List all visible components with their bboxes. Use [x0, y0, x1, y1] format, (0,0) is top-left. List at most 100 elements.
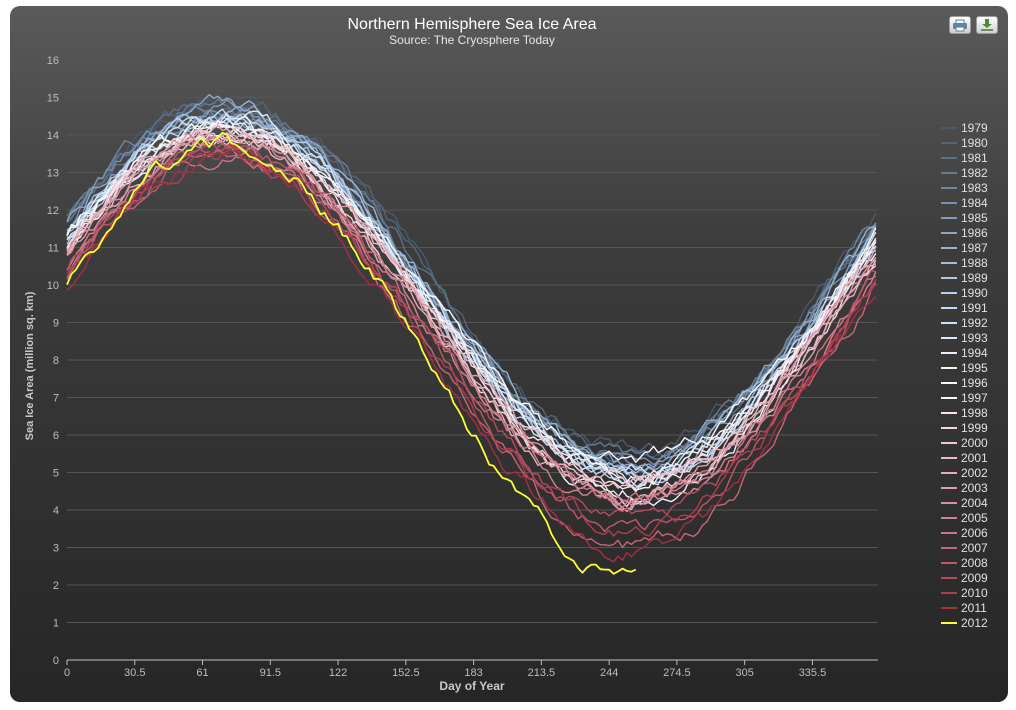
legend-label: 1986	[961, 226, 988, 240]
legend-label: 1993	[961, 331, 988, 345]
legend-item-1984[interactable]: 1984	[941, 196, 988, 210]
y-tick-label: 16	[47, 55, 59, 67]
legend-item-1993[interactable]: 1993	[941, 331, 988, 345]
legend-item-1983[interactable]: 1983	[941, 181, 988, 195]
legend-label: 1995	[961, 361, 988, 375]
legend-item-2010[interactable]: 2010	[941, 586, 988, 600]
legend-item-2009[interactable]: 2009	[941, 571, 988, 585]
series-line-1990	[66, 117, 877, 490]
y-tick-label: 9	[53, 318, 59, 330]
legend-label: 2006	[961, 526, 988, 540]
y-tick-label: 0	[53, 655, 59, 667]
x-tick-label: 274.5	[663, 667, 691, 679]
legend-item-1989[interactable]: 1989	[941, 271, 988, 285]
chart-subtitle: Source: The Cryosphere Today	[389, 33, 555, 47]
chart-title: Northern Hemisphere Sea Ice Area	[347, 16, 596, 33]
legend-item-1985[interactable]: 1985	[941, 211, 988, 225]
x-tick-label: 122	[329, 667, 347, 679]
y-tick-label: 2	[53, 580, 59, 592]
series-line-2012	[66, 131, 637, 575]
x-tick-label: 244	[600, 667, 618, 679]
x-tick-label: 91.5	[260, 667, 281, 679]
legend-label: 1979	[961, 121, 988, 135]
legend-item-1991[interactable]: 1991	[941, 301, 988, 315]
legend-item-1997[interactable]: 1997	[941, 391, 988, 405]
legend-item-2008[interactable]: 2008	[941, 556, 988, 570]
legend-label: 1982	[961, 166, 988, 180]
y-tick-label: 5	[53, 468, 59, 480]
legend-label: 2005	[961, 511, 988, 525]
legend-label: 2008	[961, 556, 988, 570]
legend-item-2003[interactable]: 2003	[941, 481, 988, 495]
legend-item-2006[interactable]: 2006	[941, 526, 988, 540]
legend-item-1998[interactable]: 1998	[941, 406, 988, 420]
legend-label: 1988	[961, 256, 988, 270]
series-line-2009	[66, 143, 877, 517]
legend-item-1995[interactable]: 1995	[941, 361, 988, 375]
legend-label: 2001	[961, 451, 988, 465]
legend-item-2011[interactable]: 2011	[941, 601, 987, 615]
x-tick-label: 152.5	[392, 667, 420, 679]
legend-item-1986[interactable]: 1986	[941, 226, 988, 240]
legend-label: 1989	[961, 271, 988, 285]
legend-label: 2007	[961, 541, 988, 555]
print-button[interactable]	[949, 16, 971, 34]
x-tick-label: 61	[196, 667, 208, 679]
series-line-1994	[66, 118, 877, 485]
legend-item-1996[interactable]: 1996	[941, 376, 988, 390]
series-line-1998	[66, 123, 877, 493]
legend-item-1994[interactable]: 1994	[941, 346, 988, 360]
chart-panel: 0 1 2 3 4 5 6 7 8 9 10 11 12 13 14 15 16 0 30.5 61 91.5 122 15…	[10, 6, 1008, 702]
legend-item-2001[interactable]: 2001	[941, 451, 988, 465]
export-button[interactable]	[976, 16, 998, 34]
series-line-2007	[66, 149, 877, 549]
legend-item-1979[interactable]: 1979	[941, 121, 988, 135]
x-tick-label: 30.5	[124, 667, 145, 679]
series-line-1988	[66, 113, 877, 475]
legend-item-2000[interactable]: 2000	[941, 436, 988, 450]
y-tick-label: 4	[53, 505, 59, 517]
x-axis-label: Day of Year	[439, 679, 504, 693]
legend-item-1982[interactable]: 1982	[941, 166, 988, 180]
legend-label: 1996	[961, 376, 988, 390]
series-line-2006	[66, 156, 877, 502]
legend-label: 1999	[961, 421, 988, 435]
x-tick-label: 0	[64, 667, 70, 679]
y-tick-label: 15	[47, 93, 59, 105]
legend-item-2004[interactable]: 2004	[941, 496, 988, 510]
legend-item-1992[interactable]: 1992	[941, 316, 988, 330]
y-tick-label: 3	[53, 543, 59, 555]
legend-item-1981[interactable]: 1981	[941, 151, 988, 165]
legend-item-2002[interactable]: 2002	[941, 466, 988, 480]
legend-label: 1981	[961, 151, 988, 165]
y-tick-label: 13	[47, 168, 59, 180]
series-line-1993	[66, 110, 877, 488]
legend-item-2005[interactable]: 2005	[941, 511, 988, 525]
legend[interactable]: 1979198019811982198319841985198619871988…	[941, 121, 988, 630]
legend-label: 1985	[961, 211, 988, 225]
legend-item-1987[interactable]: 1987	[941, 241, 988, 255]
legend-label: 2010	[961, 586, 988, 600]
x-tick-label: 335.5	[799, 667, 827, 679]
series-line-1985	[66, 99, 877, 485]
legend-label: 1997	[961, 391, 988, 405]
legend-label: 1994	[961, 346, 988, 360]
legend-item-2007[interactable]: 2007	[941, 541, 988, 555]
legend-item-2012[interactable]: 2012	[941, 616, 988, 630]
legend-label: 2000	[961, 436, 988, 450]
series-line-2002	[66, 131, 877, 511]
series-line-2011	[66, 150, 877, 563]
series-line-1996	[66, 115, 877, 463]
legend-item-1999[interactable]: 1999	[941, 421, 988, 435]
y-tick-label: 6	[53, 430, 59, 442]
legend-item-1980[interactable]: 1980	[941, 136, 988, 150]
legend-label: 1983	[961, 181, 988, 195]
x-tick-label: 305	[736, 667, 754, 679]
legend-item-1990[interactable]: 1990	[941, 286, 988, 300]
x-tick-label: 183	[464, 667, 482, 679]
legend-item-1988[interactable]: 1988	[941, 256, 988, 270]
series-line-2004	[66, 135, 877, 506]
y-tick-label: 11	[48, 243, 59, 255]
y-tick-label: 12	[47, 205, 59, 217]
